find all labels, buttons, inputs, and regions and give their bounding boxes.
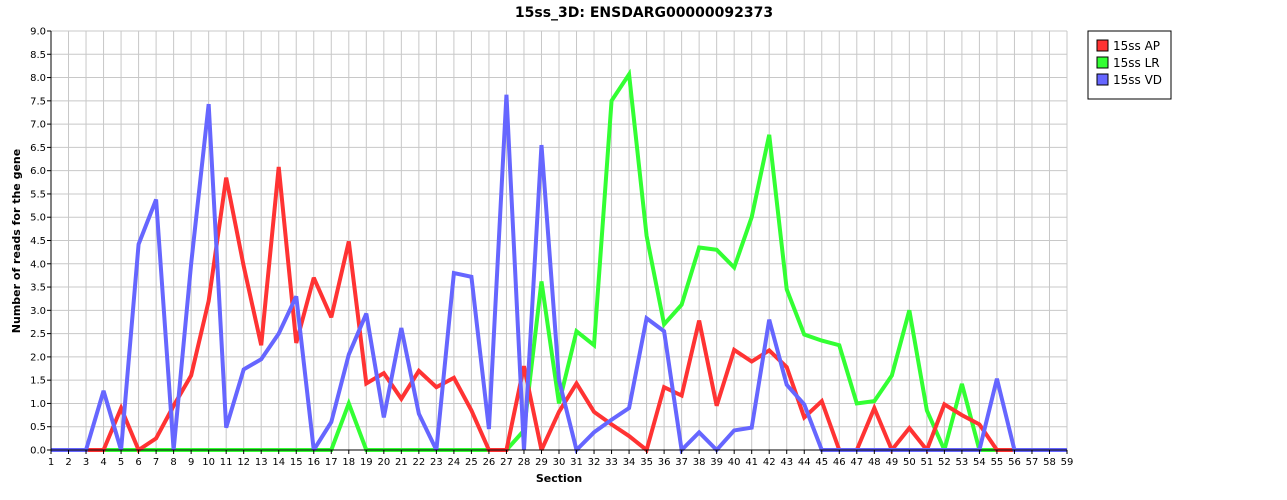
x-tick-label: 51 [920,457,933,468]
x-tick-label: 44 [798,457,811,468]
x-tick-label: 54 [973,457,986,468]
legend-label-ap: 15ss AP [1113,39,1160,53]
legend-item-lr: 15ss LR [1096,56,1160,70]
legend: 15ss AP 15ss LR 15ss VD [1087,30,1172,100]
x-tick-label: 23 [430,457,443,468]
y-tick-label: 7.0 [30,120,46,131]
x-tick-label: 55 [991,457,1004,468]
x-tick-label: 45 [815,457,828,468]
x-tick-label: 30 [553,457,566,468]
x-tick-label: 59 [1061,457,1074,468]
legend-swatch-vd [1096,73,1109,86]
y-tick-label: 0.0 [30,446,46,457]
x-tick-label: 26 [483,457,496,468]
x-tick-label: 3 [83,457,89,468]
y-tick-label: 3.5 [30,283,46,294]
y-tick-label: 0.5 [30,422,46,433]
x-tick-label: 12 [237,457,250,468]
x-tick-labels: 1 2 3 4 5 6 7 8 9 10 11 12 13 14 15 16 17 18 19 20 21 22 23 24 2… [48,450,1074,468]
x-tick-label: 43 [780,457,793,468]
y-tick-label: 6.5 [30,143,46,154]
x-tick-label: 28 [518,457,531,468]
x-tick-label: 1 [48,457,54,468]
x-tick-label: 2 [65,457,71,468]
x-tick-label: 21 [395,457,408,468]
x-tick-label: 19 [360,457,373,468]
x-tick-label: 41 [745,457,758,468]
chart-title: 15ss_3D: ENSDARG00000092373 [515,5,773,21]
y-tick-label: 3.0 [30,306,46,317]
x-tick-label: 29 [535,457,548,468]
x-tick-label: 5 [118,457,124,468]
x-tick-label: 8 [170,457,176,468]
x-tick-label: 4 [100,457,106,468]
x-tick-label: 27 [500,457,513,468]
x-tick-label: 52 [938,457,951,468]
x-tick-label: 48 [868,457,881,468]
legend-item-ap: 15ss AP [1096,39,1160,53]
x-tick-label: 34 [623,457,636,468]
y-tick-labels: 0.0 0.5 1.0 1.5 2.0 2.5 3.0 3.5 4.0 4.5 5.0 5.5 6.0 6… [30,27,51,457]
y-tick-label: 7.5 [30,96,46,107]
x-tick-label: 53 [956,457,969,468]
y-tick-label: 8.0 [30,73,46,84]
y-tick-label: 2.5 [30,329,46,340]
y-tick-label: 4.0 [30,259,46,270]
x-tick-label: 10 [202,457,215,468]
legend-swatch-lr [1096,56,1109,69]
x-tick-label: 14 [272,457,285,468]
x-tick-label: 56 [1008,457,1021,468]
legend-label-lr: 15ss LR [1113,56,1160,70]
x-tick-label: 39 [710,457,723,468]
x-axis-title: Section [536,472,582,485]
y-tick-label: 2.0 [30,352,46,363]
x-tick-label: 32 [588,457,601,468]
x-tick-label: 7 [153,457,159,468]
y-tick-label: 5.0 [30,213,46,224]
y-axis-title: Number of reads for the gene [10,149,23,333]
legend-label-vd: 15ss VD [1113,73,1162,87]
legend-item-vd: 15ss VD [1096,73,1162,87]
x-tick-label: 33 [605,457,618,468]
x-tick-label: 22 [412,457,425,468]
y-tick-label: 4.5 [30,236,46,247]
x-tick-label: 38 [693,457,706,468]
x-tick-label: 37 [675,457,688,468]
x-tick-label: 17 [325,457,338,468]
x-tick-label: 25 [465,457,478,468]
x-tick-label: 46 [833,457,846,468]
x-tick-label: 9 [188,457,194,468]
x-tick-label: 13 [255,457,268,468]
grid [50,30,1068,451]
y-tick-label: 1.5 [30,376,46,387]
x-tick-label: 57 [1026,457,1039,468]
x-tick-label: 24 [448,457,461,468]
x-tick-label: 35 [640,457,653,468]
y-tick-label: 8.5 [30,50,46,61]
y-tick-label: 9.0 [30,27,46,38]
x-tick-label: 16 [307,457,320,468]
legend-swatch-ap [1096,39,1109,52]
x-tick-label: 40 [728,457,741,468]
x-tick-label: 20 [377,457,390,468]
y-tick-label: 5.5 [30,189,46,200]
x-tick-label: 18 [342,457,355,468]
x-tick-label: 31 [570,457,583,468]
x-tick-label: 42 [763,457,776,468]
x-tick-label: 6 [135,457,141,468]
series-line-ap [51,166,1067,454]
x-tick-label: 50 [903,457,916,468]
x-tick-label: 36 [658,457,671,468]
x-tick-label: 58 [1043,457,1056,468]
y-tick-label: 1.0 [30,399,46,410]
x-tick-label: 11 [220,457,233,468]
x-tick-label: 47 [850,457,863,468]
y-tick-label: 6.0 [30,166,46,177]
x-tick-label: 15 [290,457,303,468]
x-tick-label: 49 [885,457,898,468]
